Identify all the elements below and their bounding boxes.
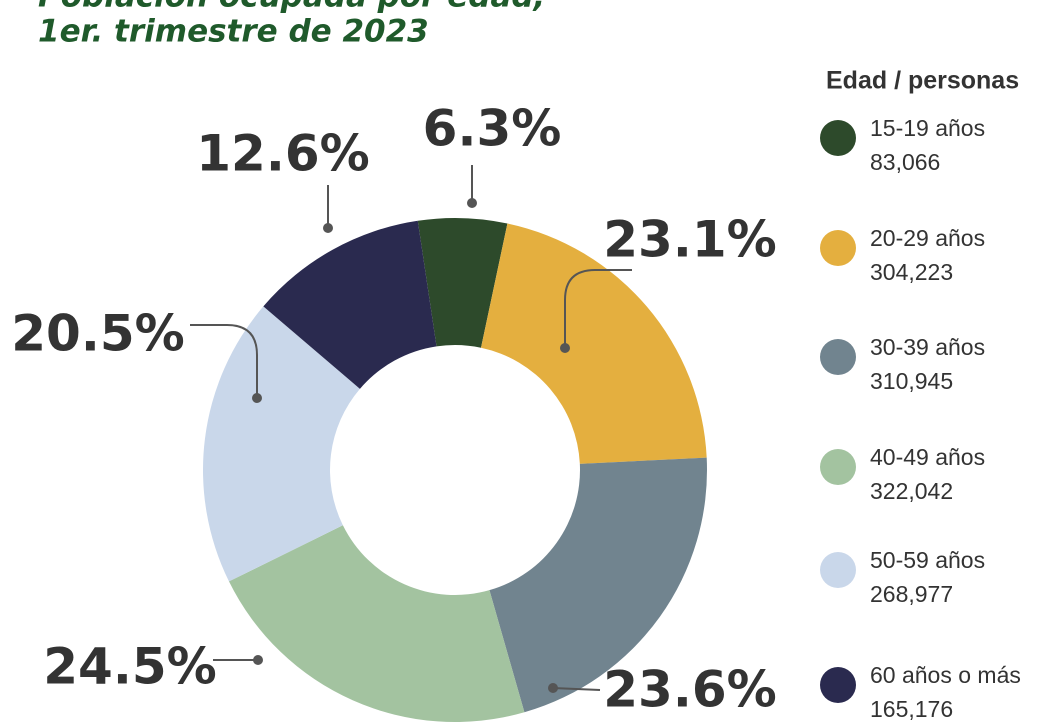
data-label: 24.5% <box>43 638 216 696</box>
legend-swatch <box>820 667 856 703</box>
legend-swatch <box>820 552 856 588</box>
leader-line <box>552 687 601 691</box>
legend-count: 310,945 <box>870 368 953 394</box>
pie-slice <box>203 306 360 582</box>
data-label: 12.6% <box>196 125 369 183</box>
chart-title: Población ocupada por edad, <box>38 0 545 15</box>
legend-count: 322,042 <box>870 478 953 504</box>
legend-label: 50-59 años <box>870 547 985 573</box>
legend-count: 304,223 <box>870 259 953 285</box>
leader-dot <box>253 655 263 665</box>
data-label: 23.6% <box>603 661 776 719</box>
legend-label: 40-49 años <box>870 444 985 470</box>
leader-dot <box>467 198 477 208</box>
pie-slice <box>228 525 525 722</box>
legend-count: 165,176 <box>870 696 953 722</box>
pie-slice <box>417 218 508 348</box>
leader-dot <box>323 223 333 233</box>
pie-slice <box>481 223 707 464</box>
leader-dot <box>252 393 262 403</box>
pie-slice <box>263 220 437 389</box>
data-label: 6.3% <box>423 100 562 158</box>
leader-dot <box>548 683 558 693</box>
legend-count: 83,066 <box>870 149 940 175</box>
legend-label: 60 años o más <box>870 662 1021 688</box>
leader-line <box>190 324 258 398</box>
legend-swatch <box>820 449 856 485</box>
legend-label: 20-29 años <box>870 225 985 251</box>
legend-label: 30-39 años <box>870 334 985 360</box>
legend-swatch <box>820 339 856 375</box>
legend-swatch <box>820 120 856 156</box>
leader-dot <box>560 343 570 353</box>
chart-subtitle: 1er. trimestre de 2023 <box>38 14 429 50</box>
pie-slice <box>489 457 707 713</box>
leader-line <box>564 269 632 348</box>
legend-count: 268,977 <box>870 581 953 607</box>
legend-swatch <box>820 230 856 266</box>
legend-label: 15-19 años <box>870 115 985 141</box>
legend-title: Edad / personas <box>826 67 1019 95</box>
data-label: 23.1% <box>603 211 776 269</box>
data-label: 20.5% <box>11 305 184 363</box>
